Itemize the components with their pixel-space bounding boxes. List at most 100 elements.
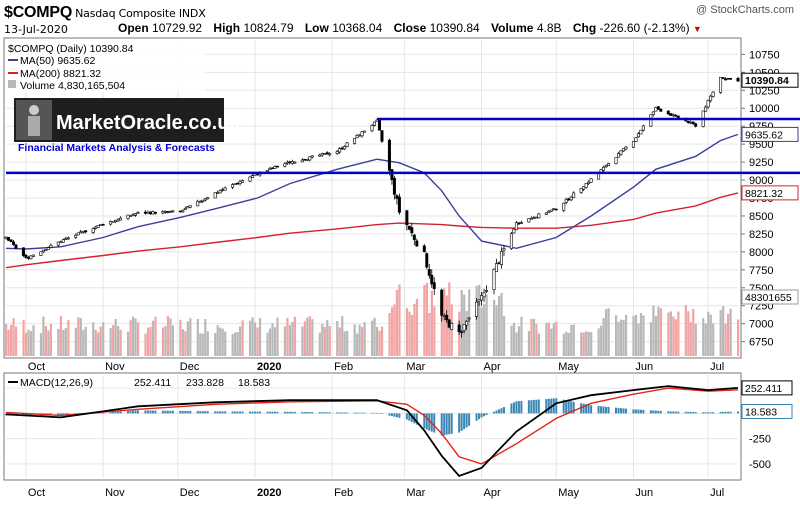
candle-body bbox=[283, 163, 287, 167]
candle-body bbox=[26, 257, 30, 259]
price-gridlines bbox=[6, 40, 738, 356]
histogram-bar bbox=[206, 411, 209, 414]
candle-body bbox=[370, 125, 374, 132]
histogram-bar bbox=[288, 411, 291, 414]
candle-body bbox=[99, 224, 103, 226]
histogram-bar bbox=[249, 411, 251, 414]
macd-x-tick-label: Oct bbox=[28, 487, 45, 499]
histogram-bar bbox=[338, 412, 341, 414]
candle-body bbox=[133, 213, 137, 216]
candle-body bbox=[94, 226, 98, 229]
candle-body bbox=[188, 205, 192, 208]
histogram-bar bbox=[59, 413, 62, 416]
histogram-bar bbox=[358, 412, 361, 414]
histogram-bar bbox=[617, 407, 620, 414]
volume-bar bbox=[112, 325, 115, 356]
candle-body bbox=[221, 189, 225, 191]
histogram-bar bbox=[24, 413, 27, 416]
histogram-bar bbox=[109, 412, 112, 414]
candle-body bbox=[131, 214, 135, 217]
volume-label: Volume bbox=[491, 21, 534, 35]
candle-body bbox=[619, 150, 623, 155]
macd-value-tags: 252.411 18.583 bbox=[741, 380, 793, 419]
price-tick-label: 8000 bbox=[749, 247, 773, 259]
macd-x-tick-label: Dec bbox=[180, 487, 200, 499]
histogram-bar bbox=[146, 410, 149, 414]
histogram-bar bbox=[117, 411, 120, 414]
histogram-bar bbox=[649, 410, 652, 414]
candle-body bbox=[427, 269, 431, 276]
volume-bar bbox=[378, 330, 381, 356]
histogram-bar bbox=[328, 412, 331, 414]
volume-bar bbox=[328, 326, 331, 356]
histogram-bar bbox=[624, 408, 627, 414]
histogram-bar bbox=[64, 413, 67, 416]
candle-body bbox=[56, 241, 60, 246]
histogram-bar bbox=[214, 411, 217, 414]
candle-body bbox=[422, 245, 426, 253]
histogram-bar bbox=[622, 408, 625, 414]
candle-body bbox=[300, 159, 304, 163]
volume-bar bbox=[677, 311, 680, 356]
candle-body bbox=[430, 274, 434, 285]
candle-body bbox=[61, 239, 65, 243]
histogram-bar bbox=[251, 411, 254, 414]
volume-bar bbox=[692, 309, 695, 356]
volume-bar bbox=[273, 327, 277, 356]
histogram-bar bbox=[216, 411, 219, 414]
histogram-bar bbox=[293, 411, 296, 414]
candle-body bbox=[497, 262, 501, 265]
candle-body bbox=[161, 211, 165, 214]
down-triangle-icon: ▼ bbox=[692, 24, 702, 34]
volume-bar bbox=[151, 320, 155, 356]
volume-bar bbox=[483, 303, 486, 356]
volume-bar bbox=[321, 324, 324, 356]
volume-bar bbox=[515, 332, 518, 356]
histogram-bar bbox=[677, 411, 680, 414]
price-x-tick-label: Oct bbox=[28, 361, 45, 373]
histogram-bar bbox=[398, 413, 401, 418]
volume-bar bbox=[373, 317, 376, 356]
histogram-bar bbox=[311, 412, 314, 414]
volume-bar bbox=[117, 326, 120, 356]
histogram-bar bbox=[692, 411, 695, 414]
volume-tag-label: 48301655 bbox=[745, 292, 792, 304]
volume-bar bbox=[64, 328, 67, 356]
volume-bar bbox=[605, 309, 608, 356]
volume-bar bbox=[356, 333, 359, 356]
volume-bar bbox=[164, 326, 167, 356]
candle-body bbox=[186, 206, 190, 209]
legend-ma200: MA(200) 8821.32 bbox=[20, 68, 101, 80]
histogram-bar bbox=[410, 413, 413, 423]
candle-body bbox=[686, 121, 690, 123]
candle-body bbox=[475, 301, 479, 317]
candle-body bbox=[395, 195, 399, 199]
histogram-bar bbox=[727, 411, 730, 414]
histogram-bar bbox=[323, 412, 326, 414]
price-tick-label: 6750 bbox=[749, 337, 773, 349]
volume-bar bbox=[97, 332, 100, 356]
candle-body bbox=[547, 210, 551, 214]
histogram-bar bbox=[707, 412, 710, 414]
histogram-bar bbox=[570, 401, 573, 414]
candle-body bbox=[81, 230, 85, 233]
volume-bar bbox=[276, 317, 279, 356]
volume-bar bbox=[236, 332, 239, 356]
candle-body bbox=[181, 210, 185, 213]
histogram-bar bbox=[119, 411, 122, 414]
candle-body bbox=[203, 198, 207, 201]
candle-body bbox=[634, 137, 638, 142]
volume-bar bbox=[552, 323, 555, 356]
candle-body bbox=[345, 142, 349, 147]
volume-bar bbox=[341, 316, 344, 356]
volume-bar bbox=[510, 325, 513, 356]
candle-body bbox=[589, 178, 593, 183]
candle-body bbox=[196, 200, 200, 207]
candle-body bbox=[178, 210, 182, 213]
candle-body bbox=[517, 222, 521, 225]
volume-bar bbox=[338, 327, 341, 356]
candle-body bbox=[288, 161, 292, 164]
chg-label: Chg bbox=[572, 21, 597, 35]
volume-bar bbox=[216, 325, 219, 356]
volume-bar bbox=[256, 327, 259, 356]
